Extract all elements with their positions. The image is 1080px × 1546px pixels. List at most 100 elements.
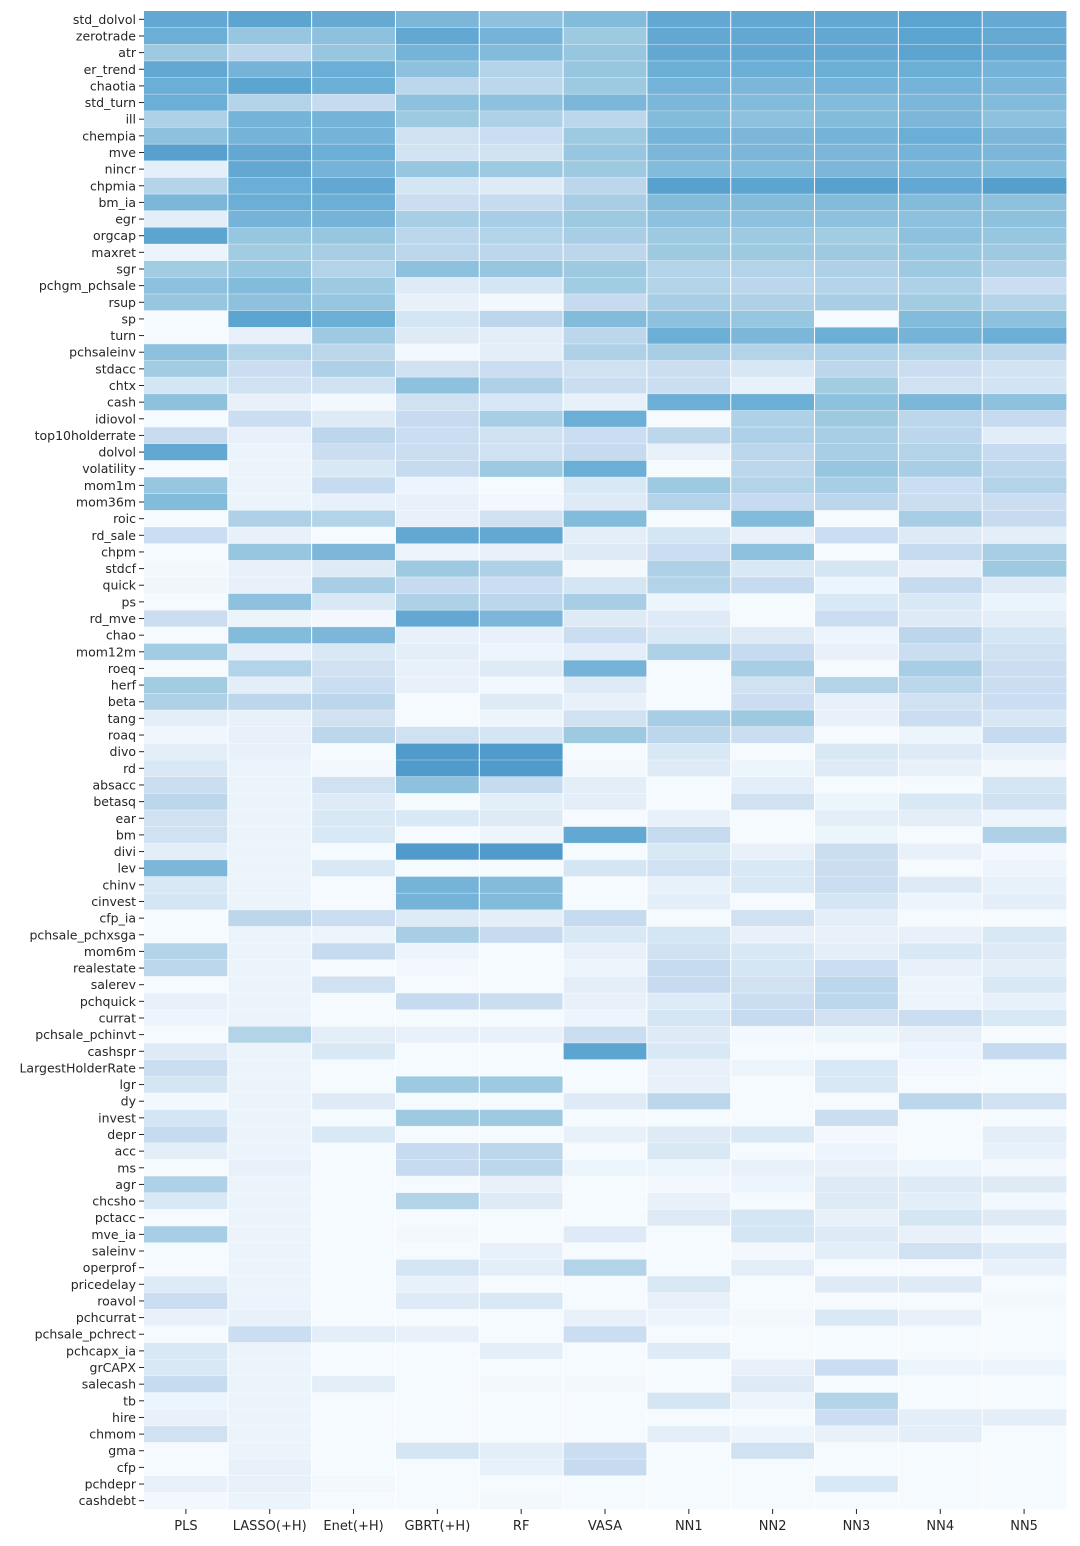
heatmap-cell-depr-pls <box>144 1126 229 1144</box>
heatmap-cell-chtx-enet-h <box>311 377 396 395</box>
heatmap-cell-tang-nn1 <box>646 710 732 728</box>
heatmap-cell-pricedelay-nn3 <box>814 1275 899 1294</box>
y-tick-label-pchsale-pchinvt: pchsale_pchinvt <box>35 1027 136 1042</box>
heatmap-cell-roeq-pls <box>144 660 229 678</box>
heatmap-cell-ps-nn2 <box>730 593 815 611</box>
heatmap-cell-ill-nn2 <box>730 110 815 128</box>
heatmap-cell-top10holderrate-pls <box>144 427 229 445</box>
heatmap-cell-sgr-nn5 <box>982 260 1067 278</box>
heatmap-cell-turn-lasso-h <box>227 327 313 345</box>
heatmap-cell-pchgm-pchsale-nn1 <box>646 277 732 295</box>
heatmap-cell-cashdebt-nn1 <box>646 1492 732 1510</box>
heatmap-cell-rd-sale-nn4 <box>898 526 983 545</box>
heatmap-cell-sgr-nn4 <box>898 260 983 278</box>
heatmap-cell-chtx-nn1 <box>646 377 732 395</box>
heatmap-cell-pchcapx-ia-nn3 <box>814 1342 899 1360</box>
heatmap-cell-std-turn-pls <box>144 94 229 112</box>
y-tick-label-pctacc: pctacc <box>95 1210 136 1225</box>
heatmap-cell-chinv-nn1 <box>646 876 732 894</box>
heatmap-cell-ear-vasa <box>563 809 648 827</box>
heatmap-cell-chempia-rf <box>479 127 564 145</box>
x-tick-label-nn5: NN5 <box>1010 1519 1038 1534</box>
heatmap-cell-std-turn-nn1 <box>646 94 732 112</box>
heatmap-cell-zerotrade-vasa <box>563 27 648 45</box>
heatmap-cell-salerev-vasa <box>563 976 648 994</box>
heatmap-cell-pchdepr-rf <box>479 1475 564 1493</box>
heatmap-cell-mve-ia-pls <box>144 1226 229 1244</box>
heatmap-cell-agr-lasso-h <box>227 1176 313 1194</box>
heatmap-cell-zerotrade-rf <box>479 27 564 45</box>
heatmap-cell-mom6m-vasa <box>563 943 648 961</box>
heatmap-cell-pchsaleinv-nn2 <box>730 343 815 361</box>
heatmap-cell-nincr-lasso-h <box>227 160 313 178</box>
heatmap-cell-ill-nn3 <box>814 110 899 128</box>
heatmap-cell-chcsho-vasa <box>563 1192 648 1210</box>
heatmap-cell-ill-nn1 <box>646 110 732 128</box>
y-tick-label-chtx: chtx <box>109 378 136 393</box>
heatmap-cell-largestholderrate-nn3 <box>814 1059 899 1077</box>
heatmap-cell-volatility-nn3 <box>814 460 899 478</box>
heatmap-cell-invest-rf <box>479 1109 564 1127</box>
heatmap-cell-chao-nn2 <box>730 626 815 644</box>
heatmap-cell-divi-enet-h <box>311 843 396 861</box>
heatmap-cell-rsup-nn3 <box>814 293 899 311</box>
heatmap-cell-mom36m-nn2 <box>730 493 815 511</box>
heatmap-cell-orgcap-nn5 <box>982 227 1067 245</box>
y-tick-label-quick: quick <box>103 578 137 593</box>
heatmap-cell-pctacc-pls <box>144 1209 229 1227</box>
heatmap-cell-gma-nn2 <box>730 1442 815 1460</box>
heatmap-cell-acc-rf <box>479 1142 564 1160</box>
heatmap-cell-roaq-lasso-h <box>227 726 313 744</box>
heatmap-cell-tang-nn4 <box>898 710 983 728</box>
heatmap-cell-pchsale-pchxsga-rf <box>479 926 564 944</box>
heatmap-cell-cash-pls <box>144 393 229 411</box>
heatmap-cell-bm-nn5 <box>982 826 1067 844</box>
heatmap-cell-bm-ia-rf <box>479 194 564 212</box>
heatmap-cell-pchsale-pchinvt-gbrt-h <box>395 1026 480 1044</box>
heatmap-cell-pchsale-pchxsga-nn4 <box>898 926 983 944</box>
heatmap-cell-rd-rf <box>479 760 564 778</box>
heatmap-cell-pchcurrat-enet-h <box>311 1309 396 1327</box>
heatmap-cell-pchcapx-ia-enet-h <box>311 1342 396 1360</box>
heatmap-cell-quick-gbrt-h <box>395 576 480 594</box>
heatmap-cell-zerotrade-nn1 <box>646 27 732 45</box>
heatmap-cell-divi-lasso-h <box>227 843 313 861</box>
heatmap-cell-pchsale-pchinvt-lasso-h <box>227 1026 313 1044</box>
heatmap-cell-invest-nn4 <box>898 1109 983 1127</box>
heatmap-cell-mve-ia-nn4 <box>898 1226 983 1244</box>
heatmap-cell-quick-vasa <box>563 576 648 594</box>
heatmap-cell-mve-ia-gbrt-h <box>395 1226 480 1244</box>
heatmap-cell-egr-rf <box>479 210 564 228</box>
heatmap-cell-volatility-vasa <box>563 460 648 478</box>
heatmap-cell-nincr-nn3 <box>814 160 899 178</box>
heatmap-cell-mom1m-vasa <box>563 477 648 495</box>
heatmap-cell-sp-lasso-h <box>227 310 313 328</box>
heatmap-cell-mom1m-gbrt-h <box>395 477 480 495</box>
x-tick-label-gbrt-h: GBRT(+H) <box>404 1519 470 1534</box>
heatmap-cell-rd-sale-rf <box>479 526 564 545</box>
heatmap-cell-salerev-enet-h <box>311 976 396 994</box>
heatmap-cell-saleinv-nn5 <box>982 1242 1067 1260</box>
heatmap-cell-chmom-nn3 <box>814 1425 899 1443</box>
heatmap-cell-mve-enet-h <box>311 144 396 162</box>
heatmap-cell-pctacc-rf <box>479 1209 564 1227</box>
heatmap-cell-pchsale-pchxsga-enet-h <box>311 926 396 944</box>
heatmap-cell-pchsaleinv-pls <box>144 343 229 361</box>
heatmap-cell-er-trend-nn2 <box>730 60 815 78</box>
y-tick-label-absacc: absacc <box>92 777 136 792</box>
heatmap-cell-cfp-lasso-h <box>227 1459 313 1477</box>
heatmap-cell-volatility-nn4 <box>898 460 983 478</box>
heatmap-cell-tb-nn2 <box>730 1392 815 1410</box>
heatmap-cell-chmom-lasso-h <box>227 1425 313 1443</box>
heatmap-cell-tang-vasa <box>563 710 648 728</box>
heatmap-cell-rd-mve-lasso-h <box>227 610 313 628</box>
heatmap-cell-roavol-pls <box>144 1292 229 1310</box>
heatmap-cell-absacc-gbrt-h <box>395 776 480 794</box>
y-tick-label-rd: rd <box>123 761 136 776</box>
heatmap-cell-mve-ia-enet-h <box>311 1226 396 1244</box>
heatmap-cell-gma-enet-h <box>311 1442 396 1460</box>
heatmap-cell-dy-gbrt-h <box>395 1092 480 1110</box>
heatmap-cell-maxret-nn3 <box>814 244 899 262</box>
heatmap-cell-bm-ia-nn1 <box>646 194 732 212</box>
